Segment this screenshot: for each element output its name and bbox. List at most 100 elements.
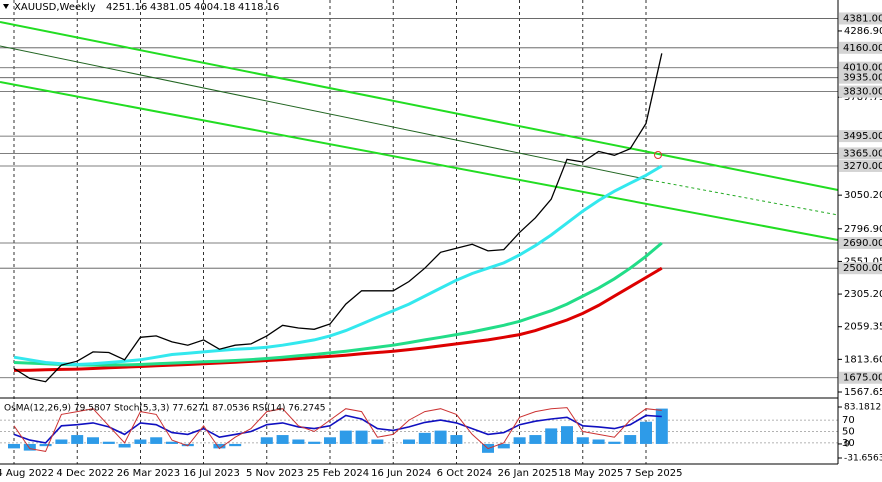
y-tick-label: 1813.60: [844, 354, 882, 365]
x-tick-label: 14 Aug 2022: [0, 468, 54, 479]
menu-arrow: [3, 4, 9, 9]
marker: [654, 151, 662, 159]
osma-bar: [324, 437, 336, 444]
y2-tick-label: -31.6563: [844, 454, 882, 464]
y-tick-label: 3050.20: [844, 190, 882, 201]
level-label: 4381.00: [843, 13, 882, 24]
symbol: XAUUSD,Weekly: [14, 2, 96, 13]
level-box: [839, 371, 882, 384]
y2-tick-label: 0: [844, 439, 850, 449]
oscillator-line: [13, 414, 662, 444]
level-label: 4160.00: [843, 43, 882, 54]
osma-bar: [497, 443, 510, 449]
osma-bar: [229, 443, 242, 447]
osma-bar: [8, 443, 20, 449]
level-label: 3270.00: [843, 161, 882, 172]
y-tick-label: 1567.65: [844, 387, 882, 398]
osma-bar: [166, 441, 178, 444]
y-tick-label: 30: [842, 438, 855, 449]
osma-bar: [339, 430, 352, 444]
level-label: 3495.00: [843, 131, 882, 142]
moving-average: [13, 164, 663, 367]
y-tick-label: 3787.75: [844, 92, 882, 103]
x-tick-label: 5 Nov 2023: [246, 468, 304, 479]
osma-bar: [371, 439, 384, 444]
oscillator-line: [13, 407, 662, 452]
osma-bar: [308, 441, 321, 444]
channel-line: [0, 81, 839, 241]
y2-tick-label: 83.1812: [844, 403, 881, 413]
plot: [8, 53, 668, 453]
x-tick-label: 26 Jan 2025: [498, 468, 558, 479]
osma-bar: [55, 439, 68, 444]
osma-bar: [292, 439, 305, 444]
osma-bar: [71, 435, 84, 444]
osma-bar: [118, 443, 131, 448]
channel-line: [0, 21, 839, 191]
x-tick-label: 25 Feb 2024: [307, 468, 369, 479]
osma-bar: [418, 432, 431, 444]
osma-bar: [150, 437, 163, 444]
level-box: [839, 71, 882, 84]
y-tick-label: 2305.20: [844, 289, 882, 300]
osma-bar: [576, 437, 589, 444]
level-label: 2500.00: [843, 263, 882, 274]
level-label: 3365.00: [843, 148, 882, 159]
y-tick-label: 4286.90: [844, 26, 882, 37]
y-tick-label: 70: [842, 415, 855, 426]
ohlc-value: 4381.05: [150, 2, 191, 13]
x-tick-label: 4 Dec 2022: [56, 468, 114, 479]
y-tick-label: 2551.05: [844, 256, 882, 267]
level-box: [839, 262, 882, 275]
level-label: 4010.00: [843, 63, 882, 74]
moving-average: [13, 241, 663, 367]
osma-bar: [276, 435, 289, 444]
x-tick-label: 26 Mar 2023: [117, 468, 180, 479]
price-line: [13, 53, 663, 383]
channel-mid-line: [0, 45, 651, 181]
x-tick-label: 18 May 2025: [558, 468, 623, 479]
osma-bar: [213, 443, 226, 449]
indicator-header: OsMA(12,26,9) 79.5807 Stoch(5,3,3) 77.62…: [4, 404, 326, 414]
osma-bar: [403, 439, 415, 444]
ohlc-value: 4004.18: [194, 2, 235, 13]
osma-bar: [23, 443, 36, 451]
grid: [0, 0, 838, 464]
osma-bar: [624, 435, 637, 444]
osma-bar: [434, 430, 447, 444]
osma-bar: [134, 439, 147, 444]
level-box: [839, 236, 882, 249]
level-box: [839, 61, 882, 74]
y-tick-label: 2059.35: [844, 322, 882, 333]
osma-bar: [529, 435, 542, 444]
osma-bar: [355, 430, 368, 444]
ohlc-value: 4251.16: [106, 2, 147, 13]
ohlc: 4251.16 4381.05 4004.18 4118.16: [106, 2, 279, 13]
x-tick-label: 16 Jul 2023: [183, 468, 240, 479]
moving-average: [13, 266, 663, 372]
level-label: 2690.00: [843, 238, 882, 249]
osma-bar: [450, 435, 463, 444]
osma-bar: [640, 421, 652, 444]
osma-bar: [608, 441, 621, 444]
level-box: [839, 85, 882, 98]
osma-bar: [545, 428, 558, 444]
level-label: 3935.00: [843, 73, 882, 84]
level-box: [839, 130, 882, 143]
osma-bar: [39, 443, 52, 447]
x-tick-label: 7 Sep 2025: [625, 468, 682, 479]
osma-bar: [655, 408, 668, 444]
y-tick-label: 50: [842, 427, 855, 438]
osma-bar: [592, 439, 605, 444]
level-box: [839, 41, 882, 54]
x-tick-label: 16 Jun 2024: [371, 468, 431, 479]
osma-bar: [260, 437, 273, 444]
level-label: 1675.00: [843, 373, 882, 384]
ohlc-value: 4118.16: [238, 2, 279, 13]
osma-bar: [87, 437, 99, 444]
y-tick-label: 2796.90: [844, 224, 882, 235]
